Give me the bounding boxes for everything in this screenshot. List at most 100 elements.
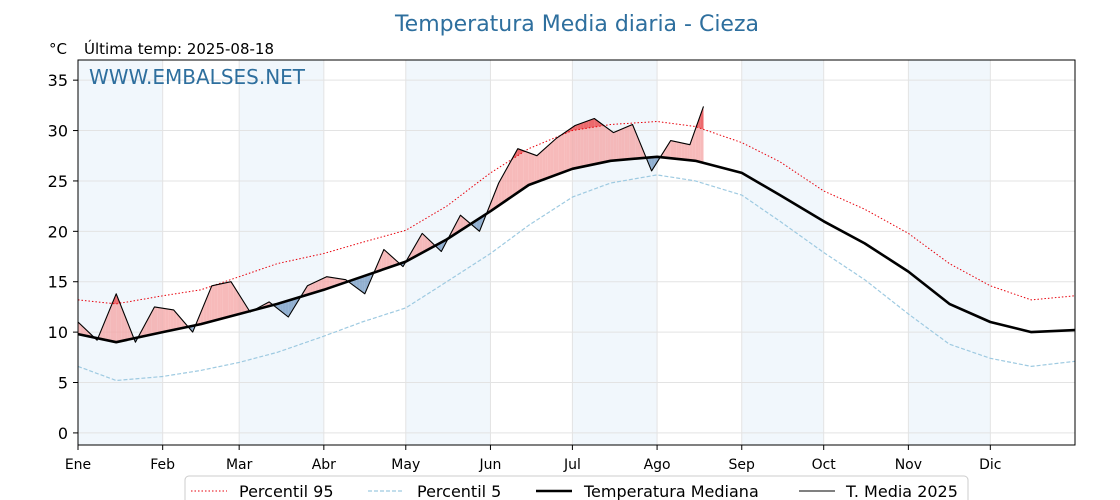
fill-above-median (143, 322, 147, 337)
fill-above-median (165, 308, 169, 332)
fill-above-median (493, 189, 496, 210)
x-tick-label: Jun (479, 457, 502, 473)
x-tick-label: Abr (312, 457, 336, 473)
fill-above-median (200, 305, 204, 325)
fill-above-median (670, 140, 674, 159)
fill-above-median (118, 300, 122, 342)
fill-above-median (411, 247, 414, 259)
fill-above-median (490, 196, 494, 212)
fill-above-median (602, 124, 606, 163)
fill-above-median (149, 311, 152, 336)
fill-above-median (170, 309, 174, 331)
fill-below-median (441, 240, 445, 252)
fill-above-median (383, 249, 387, 270)
fill-above-median (539, 150, 543, 181)
fill-above-median (312, 281, 316, 294)
series-line (77, 121, 1076, 305)
plot-frame (77, 59, 1076, 446)
fill-above-median (627, 125, 630, 160)
fill-above-median (173, 309, 177, 330)
fill-above-median (692, 129, 696, 161)
fill-above-median (695, 121, 699, 162)
fill-above-median (151, 306, 155, 335)
fill-above-median (326, 276, 330, 289)
fill-above-median (498, 178, 502, 206)
fill-above-median (610, 130, 614, 161)
x-tick-label: Oct (812, 457, 837, 473)
fill-above-median (599, 122, 603, 164)
fill-above-p95 (577, 123, 581, 130)
y-tick-label: 10 (48, 323, 68, 342)
fill-above-median (534, 154, 537, 183)
fill-above-median (566, 129, 570, 171)
watermark: WWW.EMBALSES.NET (89, 65, 306, 89)
y-tick-label: 15 (48, 273, 68, 292)
fill-above-median (304, 285, 308, 296)
fill-above-median (613, 131, 617, 161)
fill-above-median (629, 124, 633, 160)
fill-below-median (654, 156, 658, 167)
fill-below-median (285, 300, 289, 318)
series-lines (77, 106, 1076, 382)
fill-above-p95 (572, 125, 576, 131)
fill-above-median (594, 118, 597, 165)
fill-above-median (676, 141, 679, 160)
fill-above-median (209, 285, 212, 322)
fill-above-median (323, 276, 327, 290)
month-band (572, 60, 658, 445)
fill-above-median (635, 131, 638, 159)
fill-above-median (378, 255, 382, 272)
fill-above-median (157, 307, 160, 334)
fill-below-median (362, 275, 365, 294)
fill-above-median (78, 322, 81, 335)
fill-above-median (99, 326, 103, 340)
fill-above-median (220, 283, 223, 320)
fill-above-median (233, 286, 237, 316)
fill-above-median (542, 148, 546, 180)
y-tick-label: 30 (48, 122, 68, 141)
fill-above-median (217, 284, 221, 320)
fill-above-median (159, 307, 163, 333)
x-tick-label: Feb (150, 457, 175, 473)
fill-below-median (479, 216, 483, 232)
fill-above-median (239, 294, 242, 314)
fill-above-median (501, 173, 505, 204)
month-band (78, 60, 163, 445)
fill-above-median (583, 121, 587, 167)
fill-above-p95 (575, 124, 578, 131)
month-bands (78, 60, 991, 445)
fill-above-median (329, 277, 333, 288)
fill-below-median (356, 277, 360, 290)
x-tick-label: Dic (979, 457, 1001, 473)
fill-above-median (506, 163, 510, 200)
y-tick-label: 5 (58, 374, 68, 393)
fill-above-median (531, 153, 535, 184)
fill-above-median (110, 300, 114, 342)
fill-above-median (550, 141, 554, 177)
fill-above-median (640, 144, 644, 159)
fill-above-median (127, 321, 130, 340)
fill-above-median (553, 138, 557, 176)
fill-above-median (121, 307, 125, 342)
fill-above-median (621, 127, 625, 160)
fill-above-median (307, 284, 311, 295)
y-tick-label: 25 (48, 172, 68, 191)
x-tick-label: May (391, 457, 420, 473)
fill-above-median (310, 283, 313, 294)
fill-below-median (476, 218, 480, 232)
fill-above-median (116, 293, 119, 343)
fill-above-median (460, 215, 464, 231)
fill-below-median (359, 276, 363, 292)
fill-above-median (222, 282, 226, 319)
fill-above-median (504, 168, 507, 202)
x-tick-label: Ene (65, 457, 91, 473)
fill-above-median (154, 306, 158, 334)
fill-above-median (517, 148, 521, 193)
fill-above-median (108, 307, 111, 342)
fill-below-median (648, 157, 652, 171)
fill-above-median (523, 150, 526, 189)
y-tick-label: 0 (58, 424, 68, 443)
last-temp-label: Última temp: 2025-08-18 (84, 39, 274, 58)
fill-above-median (206, 292, 210, 323)
fill-above-median (678, 142, 682, 160)
